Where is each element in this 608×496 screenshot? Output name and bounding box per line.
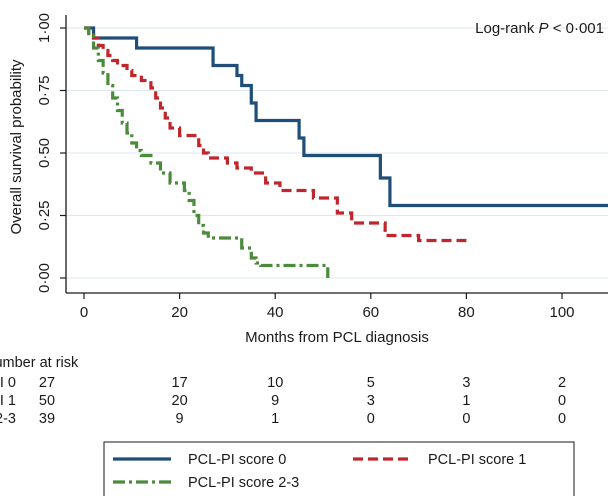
legend: PCL-PI score 0 PCL-PI score 1 PCL-PI score… — [103, 441, 575, 496]
risk-count-0-5: 2 — [558, 375, 566, 391]
number-at-risk-table: Number at risk PCL-PI 0271710532PCL-PI 1… — [0, 355, 566, 427]
series-1-curve — [84, 26, 467, 243]
x-tick-label-4: 80 — [458, 304, 475, 321]
x-tick-label-5: 100 — [549, 304, 574, 321]
survival-curves — [84, 26, 608, 278]
y-tick-label-1: 0·25 — [36, 200, 53, 230]
y-tick-label-3: 0·75 — [36, 75, 53, 105]
x-axis-title: Months from PCL diagnosis — [245, 329, 429, 346]
risk-count-1-4: 1 — [462, 393, 470, 409]
gridlines — [66, 27, 608, 279]
risk-count-0-3: 5 — [367, 375, 375, 391]
risk-count-1-5: 0 — [558, 393, 566, 409]
risk-count-0-0: 27 — [39, 375, 55, 391]
risk-count-1-3: 3 — [367, 393, 375, 409]
risk-count-2-5: 0 — [558, 411, 566, 427]
risk-row-label-1: PCL-PI 1 — [0, 393, 16, 409]
risk-count-1-0: 50 — [39, 393, 55, 409]
risk-count-2-1: 9 — [176, 411, 184, 427]
legend-label-1: PCL-PI score 1 — [428, 452, 526, 468]
y-tick-label-4: 1·00 — [36, 13, 53, 43]
risk-count-2-4: 0 — [462, 411, 470, 427]
risk-count-0-1: 17 — [172, 375, 188, 391]
risk-count-2-2: 1 — [271, 411, 279, 427]
risk-row-label-0: PCL-PI 0 — [0, 375, 16, 391]
risk-count-1-2: 9 — [271, 393, 279, 409]
legend-label-2: PCL-PI score 2-3 — [188, 475, 299, 491]
x-tick-label-1: 20 — [171, 304, 188, 321]
risk-count-1-1: 20 — [172, 393, 188, 409]
y-tick-label-2: 0·50 — [36, 138, 53, 168]
y-tick-label-0: 0·00 — [36, 263, 53, 293]
risk-row-label-2: PCL-PI 2-3 — [0, 411, 16, 427]
legend-label-0: PCL-PI score 0 — [188, 452, 286, 468]
x-tick-label-0: 0 — [80, 304, 88, 321]
x-tick-label-2: 40 — [267, 304, 284, 321]
logrank-annotation: Log-rank P < 0·001 — [475, 20, 604, 37]
x-tick-label-3: 60 — [362, 304, 379, 321]
series-2-curve — [84, 26, 330, 278]
risk-count-2-0: 39 — [39, 411, 55, 427]
series-0-curve — [84, 26, 608, 208]
risk-count-0-2: 10 — [267, 375, 283, 391]
risk-count-0-4: 3 — [462, 375, 470, 391]
axis-ticks: 0·00 0·25 0·50 0·75 1·00 0 20 40 60 80 100 — [36, 13, 575, 321]
risk-table-header: Number at risk — [0, 355, 79, 371]
legend-box — [103, 441, 575, 496]
y-axis-title: Overall survival probability — [8, 59, 25, 235]
risk-count-2-3: 0 — [367, 411, 375, 427]
